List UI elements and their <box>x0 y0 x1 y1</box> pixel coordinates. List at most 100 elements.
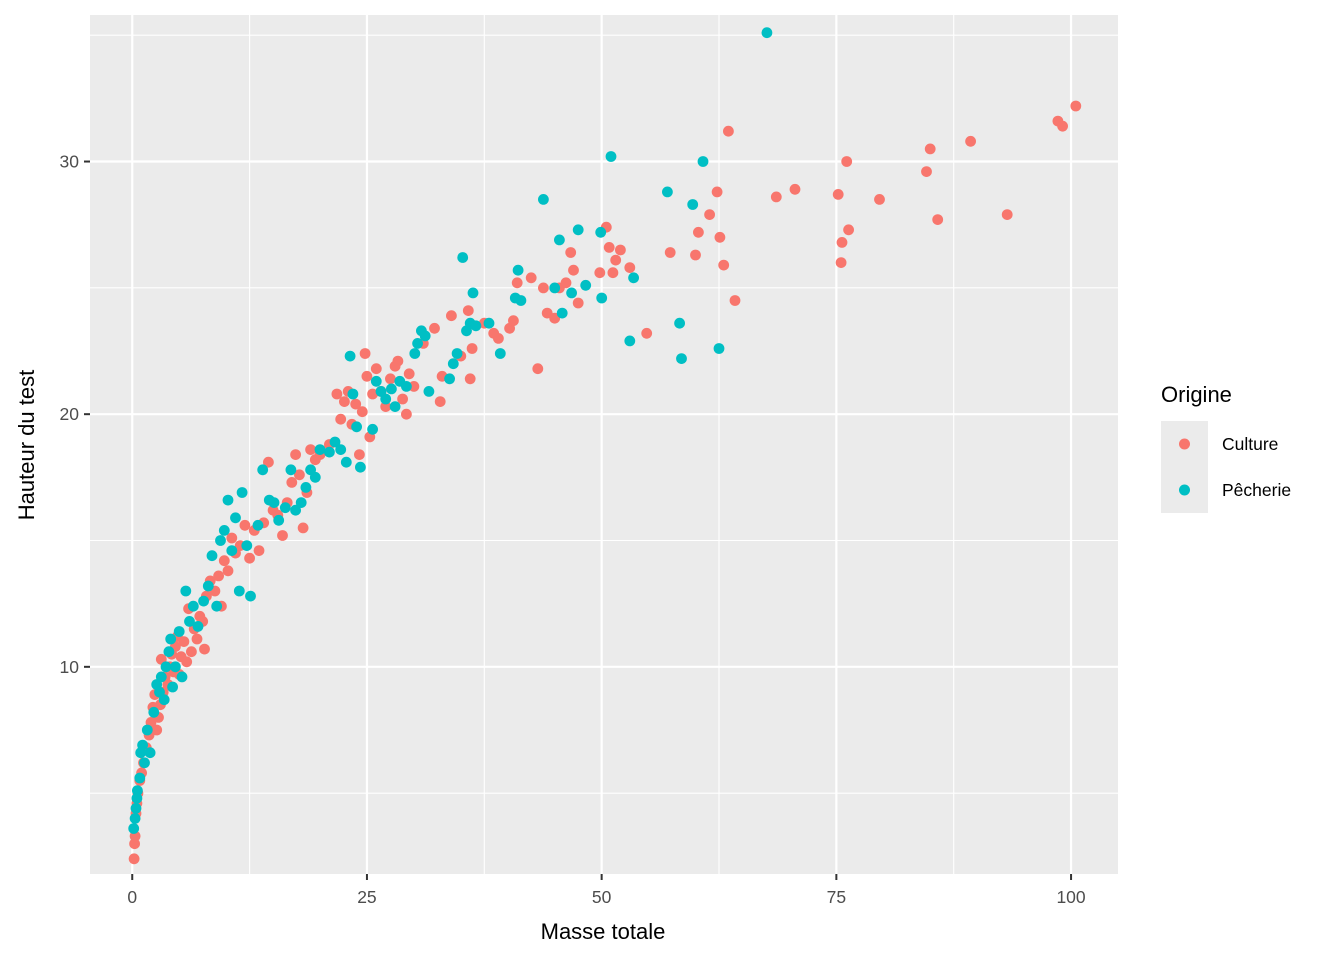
data-point <box>610 254 622 266</box>
data-point <box>690 249 701 261</box>
data-point <box>662 186 673 198</box>
data-point <box>236 487 248 498</box>
data-point <box>176 671 188 683</box>
data-point <box>462 305 474 316</box>
data-point <box>494 348 506 359</box>
x-axis-title: Masse totale <box>541 919 666 944</box>
data-point <box>134 772 146 784</box>
x-tick-label: 25 <box>357 887 376 907</box>
data-point <box>380 393 392 405</box>
data-point <box>211 600 223 612</box>
data-point <box>340 456 352 468</box>
x-axis: 0 25 50 75 100 <box>127 874 1086 907</box>
data-point <box>572 297 584 309</box>
data-point <box>331 388 343 400</box>
data-point <box>335 444 347 455</box>
data-point <box>130 802 142 814</box>
data-point <box>222 565 234 577</box>
data-point <box>277 530 288 541</box>
data-point <box>423 386 435 397</box>
data-point <box>137 739 149 751</box>
data-point <box>1001 209 1013 221</box>
data-point <box>397 393 408 405</box>
data-point <box>493 333 504 344</box>
data-point <box>594 267 606 279</box>
data-point <box>464 373 476 385</box>
data-point <box>525 272 537 284</box>
data-point <box>160 661 172 673</box>
data-point <box>355 461 366 473</box>
data-point <box>141 724 153 736</box>
data-point <box>128 823 140 834</box>
data-point <box>380 401 392 412</box>
data-point <box>155 671 167 683</box>
data-point <box>538 194 549 205</box>
data-point <box>257 464 269 476</box>
series-pecherie <box>128 27 773 834</box>
data-point <box>512 264 524 276</box>
data-point <box>687 199 699 210</box>
data-point <box>403 368 415 380</box>
data-point <box>674 317 685 329</box>
data-point <box>835 257 847 268</box>
data-point <box>628 272 639 284</box>
data-point <box>300 482 312 493</box>
data-point <box>285 464 297 476</box>
legend-label-pecherie: Pêcherie <box>1222 480 1291 500</box>
data-point <box>361 370 373 382</box>
legend-label-culture: Culture <box>1222 434 1278 454</box>
data-point <box>615 244 626 256</box>
data-point <box>1070 100 1082 112</box>
data-point <box>324 446 335 458</box>
data-point <box>921 166 932 178</box>
data-point <box>641 327 653 339</box>
data-point <box>508 315 519 327</box>
data-point <box>297 522 309 534</box>
data-point <box>184 616 195 627</box>
data-point <box>1057 120 1068 132</box>
data-point <box>874 194 885 205</box>
data-point <box>434 396 446 407</box>
data-point <box>697 156 709 167</box>
data-point <box>314 444 326 455</box>
data-point <box>412 338 423 349</box>
data-point <box>389 401 401 412</box>
x-tick-label: 0 <box>127 887 137 907</box>
data-point <box>924 143 936 155</box>
data-point <box>309 471 321 483</box>
legend: Origine Culture Pêcherie <box>1161 382 1291 513</box>
data-point <box>560 277 572 289</box>
y-tick-label: 10 <box>60 657 80 677</box>
data-point <box>624 262 636 273</box>
data-point <box>729 295 741 306</box>
data-point <box>239 519 251 531</box>
data-point <box>273 514 285 526</box>
data-point <box>624 335 636 347</box>
data-point <box>466 343 478 354</box>
data-point <box>549 282 561 294</box>
data-point <box>370 363 382 375</box>
data-point <box>354 449 365 460</box>
data-point <box>165 633 177 645</box>
plot-panel <box>90 15 1118 874</box>
grid-minor <box>90 15 1118 874</box>
data-point <box>392 355 404 367</box>
data-point <box>202 580 214 592</box>
legend-dot-culture <box>1179 438 1190 450</box>
data-point <box>186 646 197 658</box>
data-point <box>761 27 773 39</box>
data-point <box>222 494 234 506</box>
data-point <box>664 247 676 258</box>
data-point <box>607 267 619 279</box>
data-point <box>129 813 141 824</box>
data-point <box>367 388 378 400</box>
data-point <box>151 724 163 736</box>
data-point <box>148 706 160 718</box>
data-point <box>566 287 577 299</box>
data-point <box>350 398 362 410</box>
data-point <box>605 151 617 162</box>
x-tick-label: 50 <box>592 887 612 907</box>
data-point <box>603 242 615 253</box>
data-point <box>511 277 523 289</box>
